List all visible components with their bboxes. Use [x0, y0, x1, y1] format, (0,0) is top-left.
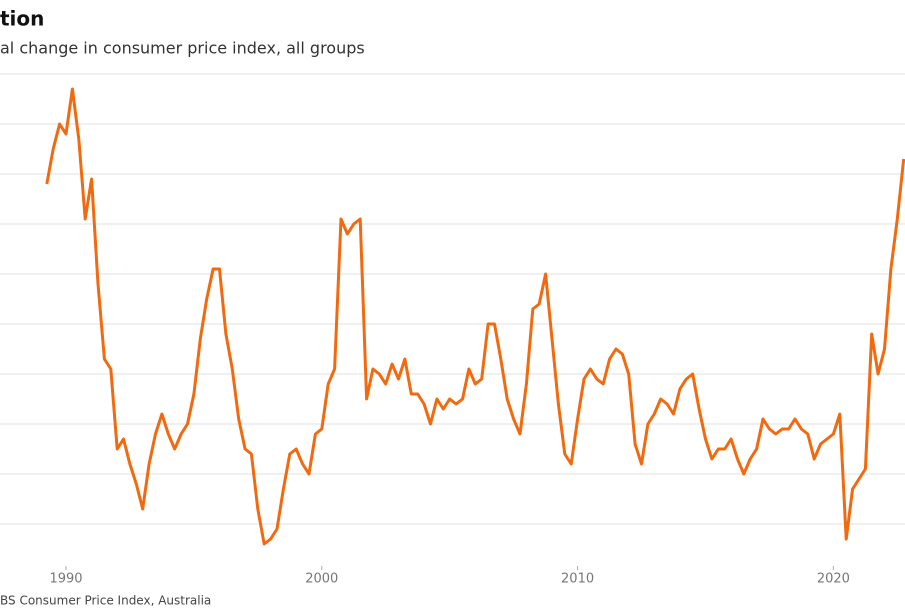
chart-title: tion [0, 7, 44, 31]
x-tick-label: 2000 [305, 572, 338, 587]
x-tick-label: 1990 [49, 572, 82, 587]
line-series [45, 87, 905, 546]
chart-subtitle: al change in consumer price index, all g… [0, 39, 365, 58]
x-tick-label: 2010 [561, 572, 594, 587]
chart-source: BS Consumer Price Index, Australia [0, 594, 211, 608]
x-tick-label: 2020 [817, 572, 850, 587]
